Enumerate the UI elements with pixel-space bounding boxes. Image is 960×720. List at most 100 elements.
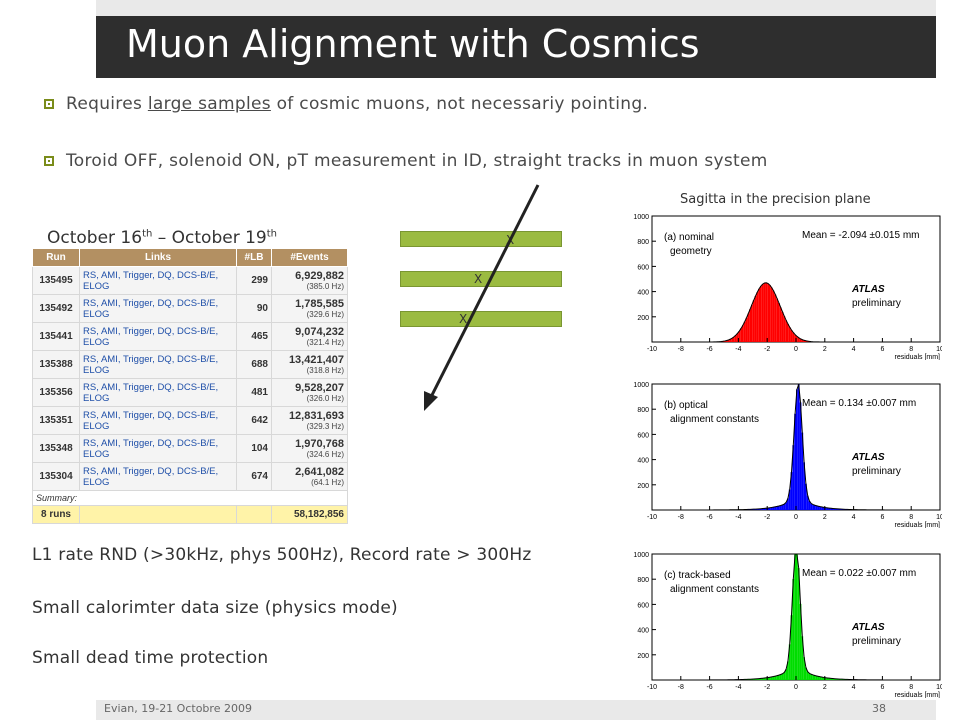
histogram-bar: [790, 472, 793, 510]
top-strip: [96, 0, 936, 16]
histogram-bar: [783, 316, 786, 342]
histogram-bar: [815, 505, 818, 510]
histogram-bar: [756, 678, 759, 680]
run-links[interactable]: RS, AMI, Trigger, DQ, DCS-B/E, ELOG: [79, 462, 237, 491]
histogram-bar: [756, 292, 759, 342]
bullet-1-underlined: large samples: [147, 94, 271, 114]
run-number: 135356: [32, 378, 80, 407]
plot-label-2: alignment constants: [670, 414, 759, 425]
histogram-bar: [738, 331, 741, 342]
histogram-bar: [776, 675, 778, 680]
run-links[interactable]: RS, AMI, Trigger, DQ, DCS-B/E, ELOG: [79, 322, 237, 351]
histogram-bar: [770, 676, 773, 680]
histogram-bar: [776, 298, 778, 342]
histogram-bar: [772, 507, 775, 510]
y-tick-label: 400: [637, 628, 649, 635]
histogram-bar: [770, 507, 773, 510]
x-tick-label: 6: [880, 684, 884, 691]
run-lb: 674: [236, 462, 272, 491]
histogram-bar: [806, 495, 809, 510]
y-tick-label: 200: [637, 653, 649, 660]
histogram-bar: [805, 483, 807, 510]
y-tick-label: 200: [637, 483, 649, 490]
histogram-bar: [812, 674, 814, 680]
histogram-bar: [767, 283, 769, 342]
run-links[interactable]: RS, AMI, Trigger, DQ, DCS-B/E, ELOG: [79, 266, 237, 295]
run-links[interactable]: RS, AMI, Trigger, DQ, DCS-B/E, ELOG: [79, 350, 237, 379]
histogram-bar: [745, 317, 748, 342]
histogram-bar: [751, 304, 753, 342]
event-rate: (385.0 Hz): [306, 282, 344, 291]
sagitta-title: Sagitta in the precision plane: [680, 192, 871, 207]
y-tick-label: 800: [637, 407, 649, 414]
run-number: 135304: [32, 462, 80, 491]
x-tick-label: 0: [794, 514, 798, 521]
run-links[interactable]: RS, AMI, Trigger, DQ, DCS-B/E, ELOG: [79, 294, 237, 323]
histogram-bar: [821, 677, 823, 680]
histogram-bar: [772, 676, 775, 680]
slide-title: Muon Alignment with Cosmics: [126, 22, 700, 66]
histogram-bar: [796, 389, 798, 510]
run-table-header: Run Links #LB #Events: [32, 248, 348, 267]
histogram-bar: [758, 678, 760, 680]
footer-right: 38: [610, 700, 936, 720]
mean-text: Mean = 0.134 ±0.007 mm: [802, 398, 916, 409]
header-links: Links: [79, 248, 237, 267]
histogram-bar: [817, 506, 820, 510]
event-rate: (324.6 Hz): [306, 450, 344, 459]
run-links[interactable]: RS, AMI, Trigger, DQ, DCS-B/E, ELOG: [79, 378, 237, 407]
histogram-bar: [794, 334, 796, 342]
x-tick-label: -4: [735, 684, 741, 691]
total-events: 58,182,856: [271, 505, 348, 524]
run-links[interactable]: RS, AMI, Trigger, DQ, DCS-B/E, ELOG: [79, 406, 237, 435]
histogram-bar: [758, 288, 760, 342]
histogram-bar: [781, 311, 784, 342]
table-row: 135388 RS, AMI, Trigger, DQ, DCS-B/E, ELO…: [32, 350, 348, 379]
x-tick-label: 10: [936, 346, 942, 353]
histogram-bar: [778, 302, 780, 342]
histogram-bar: [724, 340, 726, 342]
histogram-bar: [779, 307, 782, 342]
y-tick-label: 800: [637, 577, 649, 584]
histogram-bar: [803, 657, 805, 680]
preliminary-label: preliminary: [852, 636, 901, 647]
histogram-bar: [769, 507, 771, 510]
event-count: 6,929,882: [295, 270, 344, 282]
histogram-bar: [805, 667, 807, 680]
x-tick-label: 6: [880, 346, 884, 353]
histogram-bar: [808, 673, 811, 680]
histogram-bar: [796, 336, 798, 342]
x-tick-label: 8: [909, 684, 913, 691]
histogram-bar: [792, 578, 795, 680]
histogram-bar: [770, 287, 773, 342]
run-links[interactable]: RS, AMI, Trigger, DQ, DCS-B/E, ELOG: [79, 434, 237, 463]
histogram-bar: [799, 402, 802, 510]
histogram-bar: [742, 325, 744, 342]
x-tick-label: -4: [735, 346, 741, 353]
histogram-bar: [778, 675, 780, 680]
histogram-bar: [736, 333, 739, 342]
run-lb: 688: [236, 350, 272, 379]
histogram-bar: [824, 677, 827, 680]
event-count: 13,421,407: [288, 354, 344, 366]
muon-chamber-1: [400, 231, 562, 247]
histogram-bar: [767, 677, 769, 680]
total-row: 8 runs 58,182,856: [32, 505, 348, 524]
footer-text: Evian, 19-21 Octobre 2009: [104, 702, 252, 715]
histogram-bar: [821, 506, 823, 510]
run-number: 135495: [32, 266, 80, 295]
histogram-bar: [774, 506, 777, 510]
arrow-head-icon: [424, 391, 438, 411]
histogram-bar: [763, 678, 766, 680]
histogram-bar: [729, 339, 732, 342]
run-lb: 642: [236, 406, 272, 435]
run-lb: 299: [236, 266, 272, 295]
table-row: 135304 RS, AMI, Trigger, DQ, DCS-B/E, ELO…: [32, 462, 348, 491]
table-row: 135495 RS, AMI, Trigger, DQ, DCS-B/E, ELO…: [32, 266, 348, 295]
histogram-bar: [743, 321, 746, 342]
run-events: 2,641,082 (64.1 Hz): [271, 462, 348, 491]
histogram-bar: [765, 677, 768, 680]
histogram-bar: [835, 678, 838, 680]
histogram-b: -10 -8 -6 -4 -2 0 2 4 6 8 10 200 400 600 800 1000 residu…: [633, 382, 942, 528]
y-tick-label: 600: [637, 264, 649, 271]
